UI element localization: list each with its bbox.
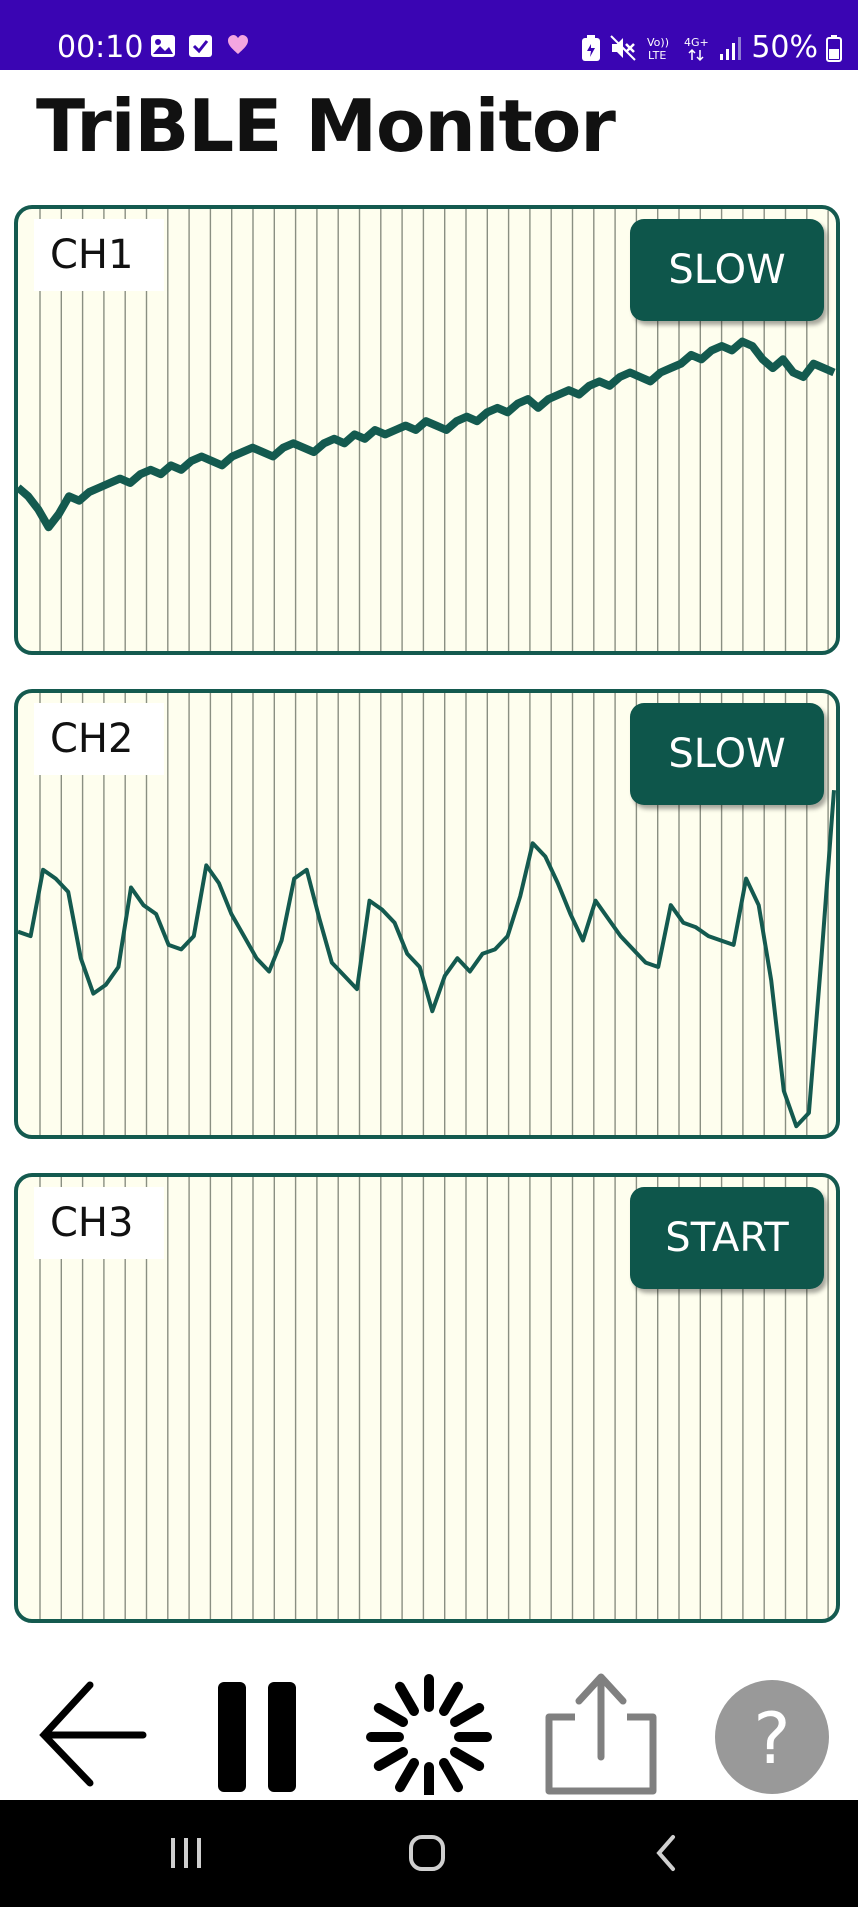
home-icon[interactable] bbox=[408, 1834, 446, 1872]
channel-3-chart: CH3 START bbox=[14, 1173, 840, 1623]
channel-1-label: CH1 bbox=[34, 219, 164, 291]
heart-icon bbox=[228, 35, 248, 54]
image-icon bbox=[151, 35, 175, 57]
app-title: TriBLE Monitor bbox=[36, 84, 616, 168]
channel-3-label: CH3 bbox=[34, 1187, 164, 1259]
spinner-segment bbox=[373, 1747, 408, 1771]
channel-3-start-button[interactable]: START bbox=[630, 1187, 824, 1289]
pause-button[interactable] bbox=[192, 1665, 322, 1795]
share-button[interactable] bbox=[535, 1665, 665, 1795]
spinner-segment bbox=[439, 1758, 463, 1793]
network-label: 4G+ bbox=[684, 36, 709, 49]
spinner-segment bbox=[450, 1747, 485, 1771]
mute-icon bbox=[610, 34, 637, 61]
help-button[interactable]: ? bbox=[707, 1665, 837, 1795]
checkbox-icon bbox=[189, 35, 212, 57]
help-label: ? bbox=[753, 1698, 790, 1780]
4g-icon: 4G+ bbox=[684, 36, 709, 61]
channel-2-chart: CH2 SLOW bbox=[14, 689, 840, 1139]
system-nav-bar bbox=[0, 1800, 858, 1907]
spinner-segment bbox=[373, 1703, 408, 1727]
status-bar: 00:10 Vo)) LTE 4G+ bbox=[0, 0, 858, 70]
volte-top-text: Vo)) bbox=[647, 36, 669, 49]
battery-icon bbox=[826, 34, 842, 62]
channel-1-trace bbox=[18, 337, 836, 532]
spinner-segment bbox=[450, 1703, 485, 1727]
status-time: 00:10 bbox=[57, 30, 144, 65]
signal-icon bbox=[720, 36, 742, 60]
channel-2-trace bbox=[18, 790, 836, 1129]
channel-2-label: CH2 bbox=[34, 703, 164, 775]
recent-apps-icon[interactable] bbox=[168, 1836, 204, 1870]
spinner-segment bbox=[395, 1681, 419, 1716]
spinner-segment bbox=[439, 1681, 463, 1716]
back-icon[interactable] bbox=[654, 1834, 678, 1872]
channel-2-speed-button[interactable]: SLOW bbox=[630, 703, 824, 805]
refresh-button[interactable] bbox=[364, 1665, 494, 1800]
back-arrow-icon bbox=[39, 1681, 147, 1787]
spinner-segment bbox=[395, 1758, 419, 1793]
share-icon bbox=[545, 1673, 657, 1795]
back-button[interactable] bbox=[28, 1665, 158, 1795]
battery-percent: 50% bbox=[751, 30, 818, 65]
pause-icon bbox=[218, 1682, 296, 1792]
help-icon: ? bbox=[715, 1680, 829, 1794]
battery-saver-icon bbox=[582, 34, 601, 61]
channel-1-chart: CH1 SLOW bbox=[14, 205, 840, 655]
channel-1-speed-button[interactable]: SLOW bbox=[630, 219, 824, 321]
volte-icon: Vo)) LTE bbox=[647, 36, 669, 62]
channel-3-plot bbox=[39, 1177, 829, 1619]
bottom-toolbar: ? bbox=[0, 1650, 858, 1800]
loading-spinner-icon bbox=[366, 1674, 492, 1800]
volte-bottom-text: LTE bbox=[648, 49, 666, 62]
